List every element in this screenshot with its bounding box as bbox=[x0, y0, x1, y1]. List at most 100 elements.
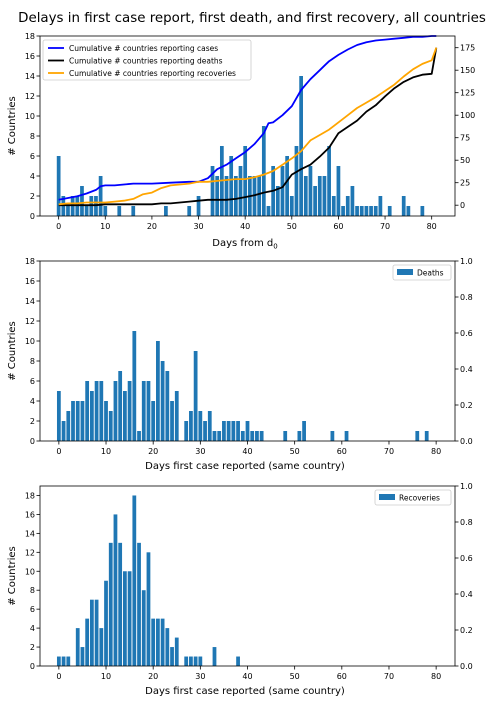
y2-tick-label: 0 bbox=[460, 201, 465, 210]
panel-cases-xlabel: Days from d0 bbox=[212, 238, 277, 251]
bar bbox=[236, 421, 240, 441]
panel-cases-lines bbox=[58, 35, 438, 207]
bar bbox=[257, 176, 262, 216]
bar bbox=[99, 381, 104, 441]
bar bbox=[355, 206, 359, 216]
bar bbox=[341, 206, 345, 216]
panel-deaths-legend: Deaths bbox=[392, 264, 452, 281]
y2-tick-label: 0.8 bbox=[460, 293, 473, 302]
bar bbox=[80, 186, 84, 216]
bar bbox=[84, 206, 89, 216]
x-tick-label: 50 bbox=[290, 672, 300, 681]
y-tick-label: 6 bbox=[30, 605, 35, 614]
bar bbox=[302, 421, 306, 441]
x-tick-label: 30 bbox=[195, 672, 205, 681]
y2-tick-label: 0.0 bbox=[460, 662, 473, 671]
bar bbox=[131, 206, 136, 216]
bar bbox=[364, 206, 369, 216]
bar bbox=[66, 656, 71, 666]
y2-tick-label: 0.2 bbox=[460, 401, 473, 410]
bar bbox=[132, 495, 137, 666]
x-tick-label: 40 bbox=[242, 447, 252, 456]
y2-tick-label: 75 bbox=[460, 134, 470, 143]
bar bbox=[146, 552, 151, 666]
y-tick-label: 18 bbox=[25, 32, 35, 41]
panel-cases: 0 10 20 30 40 50 60 70 80 0 2 4 6 8 10 12 14 16 18 0 25 50 75 1… bbox=[7, 32, 475, 251]
bar bbox=[350, 186, 355, 216]
bar bbox=[132, 331, 137, 441]
legend-swatch bbox=[397, 269, 413, 275]
y-tick-label: 2 bbox=[30, 417, 35, 426]
bar bbox=[174, 391, 179, 441]
y-tick-label: 10 bbox=[25, 337, 35, 346]
bar bbox=[94, 381, 99, 441]
y-tick-label: 2 bbox=[30, 643, 35, 652]
bar bbox=[61, 421, 66, 441]
panel-deaths-axes: 0 10 20 30 40 50 60 70 80 0 2 4 6 8 10 12 14 16 18 0.0 0.2 0.… bbox=[25, 257, 473, 456]
bar bbox=[373, 206, 378, 216]
bar bbox=[113, 514, 118, 666]
y-tick-label: 14 bbox=[25, 72, 35, 81]
bar bbox=[322, 176, 327, 216]
panel-cases-bars bbox=[56, 76, 425, 216]
series-line bbox=[58, 35, 437, 201]
x-tick-label: 10 bbox=[100, 222, 110, 231]
y2-tick-label: 0.2 bbox=[460, 626, 473, 635]
panel-deaths-xlabel: Days first case reported (same country) bbox=[145, 461, 345, 472]
bar bbox=[198, 411, 203, 441]
bar bbox=[359, 206, 364, 216]
y2-tick-label: 0.4 bbox=[460, 590, 473, 599]
bar bbox=[127, 381, 132, 441]
bar bbox=[160, 361, 165, 441]
y2-tick-label: 100 bbox=[460, 111, 475, 120]
y-tick-label: 16 bbox=[25, 510, 35, 519]
bar bbox=[193, 351, 198, 441]
bar bbox=[303, 176, 308, 216]
bar bbox=[207, 411, 212, 441]
y-tick-label: 10 bbox=[25, 112, 35, 121]
bar bbox=[156, 341, 160, 441]
bar bbox=[308, 166, 313, 216]
x-tick-label: 20 bbox=[148, 447, 158, 456]
y-tick-label: 12 bbox=[25, 548, 35, 557]
legend-label: Cumulative # countries reporting recover… bbox=[69, 69, 236, 78]
bar bbox=[275, 186, 280, 216]
panel-recoveries-legend: Recoveries bbox=[374, 489, 452, 506]
bar bbox=[401, 196, 406, 216]
bar bbox=[229, 156, 234, 216]
bar bbox=[141, 381, 146, 441]
y-tick-label: 8 bbox=[30, 357, 35, 366]
panel-deaths-ylabel: # Countries bbox=[7, 321, 18, 381]
legend-label: Recoveries bbox=[399, 494, 440, 503]
bar bbox=[240, 431, 245, 441]
y2-tick-label: 0.8 bbox=[460, 518, 473, 527]
panel-cases-axes: 0 10 20 30 40 50 60 70 80 0 2 4 6 8 10 12 14 16 18 0 25 50 75 1… bbox=[25, 32, 475, 231]
y-tick-label: 6 bbox=[30, 377, 35, 386]
panel-recoveries-xlabel: Days first case reported (same country) bbox=[145, 686, 345, 697]
bar bbox=[236, 656, 240, 666]
bar bbox=[174, 637, 179, 666]
bar bbox=[80, 401, 85, 441]
bar bbox=[184, 656, 189, 666]
bar bbox=[196, 196, 201, 216]
bar bbox=[89, 391, 94, 441]
x-tick-label: 50 bbox=[287, 222, 297, 231]
y-tick-label: 8 bbox=[30, 586, 35, 595]
bar bbox=[345, 196, 350, 216]
y-tick-label: 0 bbox=[30, 437, 35, 446]
bar bbox=[222, 421, 226, 441]
x-tick-label: 30 bbox=[193, 222, 203, 231]
bar bbox=[369, 206, 373, 216]
bar bbox=[261, 126, 266, 216]
y2-tick-label: 0.0 bbox=[460, 437, 473, 446]
y-tick-label: 4 bbox=[30, 624, 35, 633]
bar bbox=[280, 166, 285, 216]
series-line bbox=[58, 47, 438, 207]
y-tick-label: 0 bbox=[30, 212, 35, 221]
x-tick-label: 20 bbox=[147, 222, 157, 231]
bar bbox=[89, 599, 94, 666]
bar bbox=[146, 381, 151, 441]
panel-recoveries-axes: 0 10 20 30 40 50 60 70 80 0 2 4 6 8 10 12 14 16 18 0.0 0.2 0.… bbox=[25, 482, 473, 681]
bar bbox=[289, 196, 294, 216]
bar bbox=[331, 196, 336, 216]
